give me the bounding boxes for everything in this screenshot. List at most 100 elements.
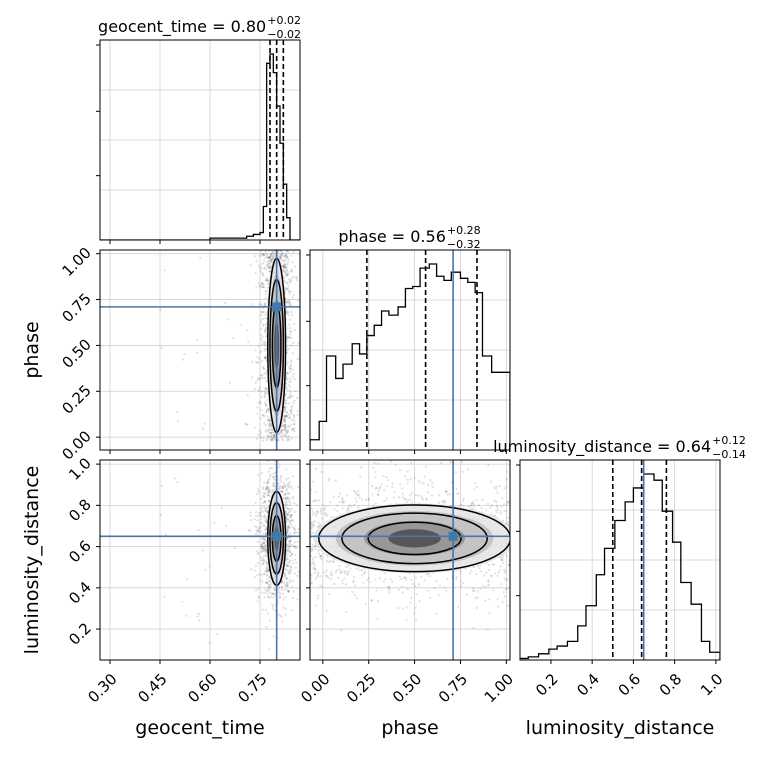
scatter-point [282,428,285,431]
scatter-point [285,513,288,516]
scatter-point [282,269,285,272]
scatter-point [484,586,487,589]
scatter-point [269,580,272,583]
scatter-point [263,545,267,548]
scatter-point [265,256,269,259]
scatter-point [283,572,286,575]
scatter-point [263,500,266,503]
scatter-point [401,591,404,594]
scatter-point [280,615,283,618]
scatter-point [282,269,285,272]
scatter-point [459,569,462,572]
scatter-point [264,533,267,536]
scatter-point [282,254,285,257]
scatter-point [286,557,289,561]
scatter-point [289,392,292,395]
scatter-point [287,301,290,304]
scatter-point [495,485,498,488]
scatter-point [379,486,382,489]
scatter-point [406,481,409,485]
scatter-point [286,527,289,531]
scatter-point [492,563,496,566]
scatter-point [266,567,269,571]
scatter-point [286,528,289,531]
scatter-point [270,425,273,428]
scatter-point [337,576,340,579]
scatter-point [289,395,292,398]
scatter-point [287,311,290,314]
scatter-point [374,475,377,478]
scatter-point [345,509,348,512]
scatter-point [255,360,258,364]
hist-grid-luminosity_distance [520,460,720,660]
scatter-point [302,349,304,351]
scatter-point [471,589,475,592]
scatter-point [268,432,272,435]
scatter-point [461,581,464,585]
scatter-point [503,571,506,574]
scatter-point [503,487,506,490]
scatter-point [288,568,292,572]
scatter-point [297,531,300,534]
scatter-point [313,564,316,567]
scatter-point [425,573,428,576]
scatter-point [265,589,269,592]
scatter-point [358,568,361,571]
scatter-point [262,542,265,545]
scatter-point [262,562,265,565]
scatter-point [280,430,283,433]
scatter-point [264,519,267,522]
scatter-point [262,285,265,288]
scatter-point [293,558,297,561]
scatter-point [266,486,269,489]
scatter-point [279,486,282,489]
scatter-point [422,498,425,501]
scatter-point [297,486,300,489]
scatter-point [443,501,447,504]
scatter-point [375,487,378,490]
scatter-point [281,438,284,442]
scatter-point [502,591,505,594]
scatter-point [280,431,283,434]
scatter-point [265,581,268,584]
scatter-point [334,479,337,482]
scatter-point [270,422,273,425]
scatter-point [506,578,509,581]
scatter-point [438,584,442,587]
scatter-point [253,426,257,429]
scatter-point [504,579,508,582]
scatter-point [320,554,323,558]
scatter-point [256,553,259,556]
scatter-point [263,481,266,484]
scatter-point [507,500,510,503]
scatter-point [263,538,266,541]
summary-title-main: luminosity_distance = 0.64 [493,437,711,457]
scatter-point [289,540,292,543]
scatter-point [262,546,265,549]
scatter-point [173,477,177,480]
scatter-point [286,256,289,259]
scatter-point [261,307,265,310]
scatter-point [181,358,184,361]
scatter-point [264,402,267,405]
scatter-point [265,437,269,440]
scatter-point [285,250,288,253]
scatter-point [201,549,204,552]
scatter-point [283,409,286,412]
scatter-point [448,492,452,496]
scatter-point [265,253,269,256]
scatter-point [287,511,290,514]
scatter-point [437,501,441,505]
scatter-point [394,464,397,467]
scatter-point [286,372,289,375]
scatter-point [393,490,396,493]
scatter-point [286,430,290,433]
scatter-point [317,521,320,524]
scatter-point [285,516,288,520]
scatter-point [261,283,264,286]
scatter-point [343,572,347,575]
scatter-point [279,257,283,260]
scatter-point [262,549,265,552]
scatter-point [289,270,292,273]
scatter-point [291,518,294,521]
